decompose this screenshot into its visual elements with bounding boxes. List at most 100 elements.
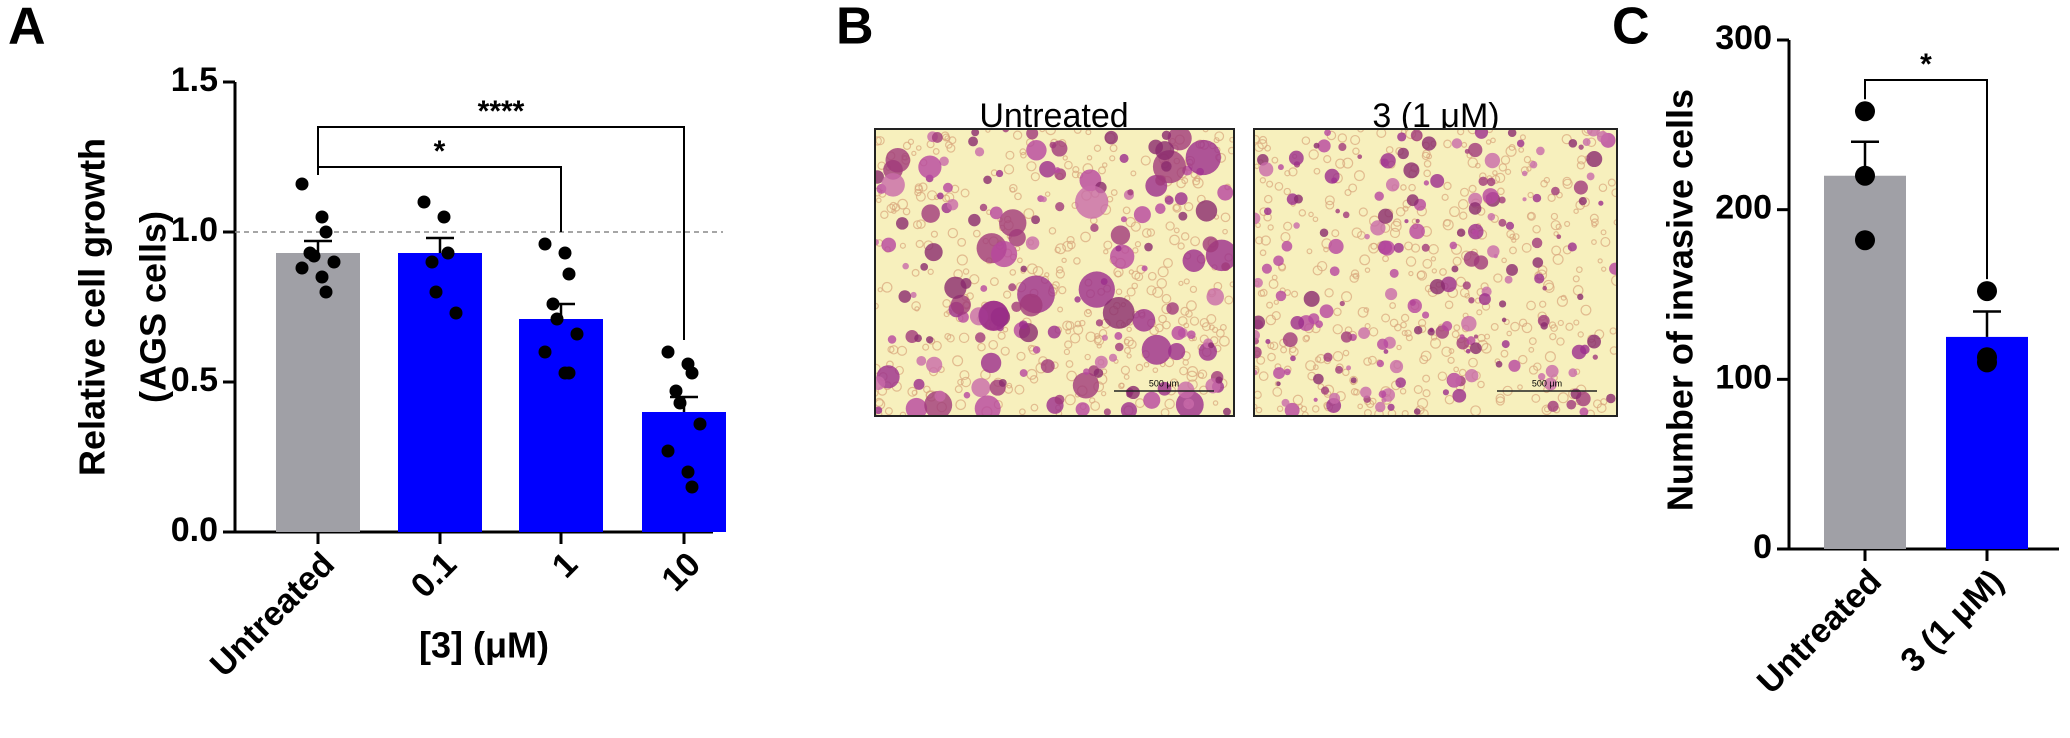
pore <box>1591 239 1597 245</box>
pore <box>1256 355 1266 365</box>
pore <box>1505 168 1512 175</box>
pore <box>1164 398 1175 410</box>
cell <box>1055 202 1065 212</box>
pore <box>1597 258 1603 264</box>
image-border <box>874 128 1235 417</box>
pore <box>887 345 895 354</box>
pore <box>969 274 980 285</box>
pore <box>1363 408 1372 416</box>
pore <box>1400 184 1407 191</box>
cell <box>1075 402 1090 416</box>
pore <box>1292 394 1304 406</box>
pore <box>1426 153 1433 160</box>
cell <box>1282 332 1298 348</box>
cell <box>1303 290 1320 307</box>
pore <box>1212 400 1219 406</box>
pore <box>1126 353 1132 359</box>
pore <box>952 355 964 367</box>
pore <box>1185 310 1193 318</box>
cell <box>1277 164 1284 171</box>
scale-bar-label: 500 μm <box>1532 378 1562 388</box>
cell <box>1195 200 1218 222</box>
pore <box>1464 292 1471 299</box>
pore <box>1439 268 1447 276</box>
cell <box>1126 385 1140 400</box>
pore <box>880 210 889 219</box>
pore <box>966 292 974 301</box>
pore <box>1490 137 1496 144</box>
cell <box>1074 296 1081 303</box>
cell <box>1032 346 1041 354</box>
pore <box>1441 193 1449 201</box>
pore <box>1109 155 1116 162</box>
cell <box>1577 293 1584 301</box>
cell <box>1360 386 1372 399</box>
pore <box>1215 328 1225 338</box>
pore <box>875 136 885 146</box>
cell <box>1568 138 1578 148</box>
pore <box>1441 346 1452 357</box>
pore <box>1417 397 1429 409</box>
pore <box>1130 170 1137 177</box>
cell <box>1254 277 1263 288</box>
pore <box>1518 146 1525 153</box>
cell <box>974 395 1001 416</box>
cell <box>1465 369 1479 383</box>
pore <box>1311 405 1320 413</box>
pore <box>1312 364 1319 371</box>
cell <box>1442 389 1449 396</box>
data-point <box>661 444 675 458</box>
pore <box>1263 194 1273 204</box>
pore <box>1229 136 1234 143</box>
pore <box>1301 411 1309 416</box>
cell <box>1338 142 1347 152</box>
pore <box>1400 313 1410 323</box>
cell <box>1182 249 1206 272</box>
cell <box>1498 196 1506 204</box>
cell <box>1290 355 1296 362</box>
cell <box>1120 216 1127 223</box>
cell <box>1323 352 1333 362</box>
cell <box>1478 176 1488 187</box>
pore <box>1521 322 1533 334</box>
data-point <box>538 237 552 251</box>
data-point <box>437 210 451 224</box>
cell <box>1376 359 1385 368</box>
pore <box>1497 187 1505 196</box>
cell <box>1093 368 1104 378</box>
data-point <box>449 306 463 320</box>
cell <box>1288 150 1304 166</box>
pore <box>1103 249 1109 255</box>
cell <box>1498 218 1507 227</box>
cell <box>1208 342 1215 349</box>
cell <box>1120 402 1137 416</box>
cell <box>963 391 971 399</box>
pore <box>1324 288 1334 298</box>
cell <box>950 294 971 315</box>
y-tick-label: 0.0 <box>171 511 218 549</box>
pore <box>1014 192 1022 201</box>
pore <box>1100 390 1107 397</box>
data-point <box>693 417 707 431</box>
pore <box>1550 220 1561 231</box>
cell <box>1521 170 1528 177</box>
pore <box>1352 147 1360 155</box>
pore <box>1114 270 1122 278</box>
pore <box>1019 148 1027 156</box>
pore <box>1189 285 1198 294</box>
pore <box>1351 227 1363 238</box>
cell <box>1319 228 1329 238</box>
cell <box>1177 381 1195 399</box>
pore <box>1323 155 1332 164</box>
pore <box>1109 144 1118 153</box>
pore <box>875 136 882 146</box>
cell <box>1389 359 1404 374</box>
pore <box>1152 367 1159 374</box>
pore <box>1030 172 1040 182</box>
cell <box>1470 342 1482 355</box>
pore <box>1396 344 1402 351</box>
cell <box>1482 188 1499 204</box>
cell <box>1313 373 1324 385</box>
cell <box>1115 245 1122 252</box>
pore <box>1404 241 1413 251</box>
